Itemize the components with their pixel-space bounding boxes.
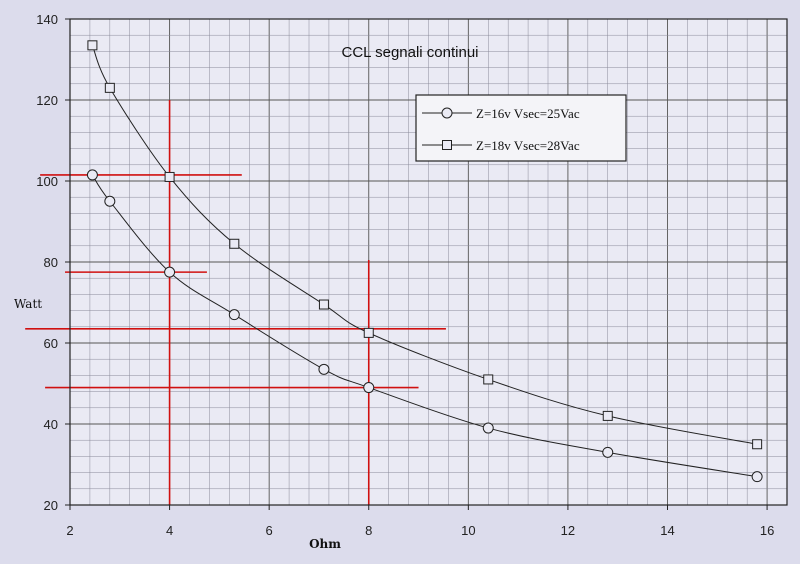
legend-marker [442,140,452,150]
data-point [228,309,240,321]
legend-item: Z=16v Vsec=25Vac [422,106,580,121]
data-point [363,382,375,394]
data-point [229,238,240,249]
data-point [86,169,98,181]
x-tick-label: 2 [66,523,73,538]
data-point [363,327,374,338]
data-point [752,439,763,450]
legend-label: Z=18v Vsec=28Vac [476,138,580,153]
data-point [602,410,613,421]
y-tick-label: 20 [44,498,58,513]
x-tick-label: 14 [660,523,674,538]
data-point [104,82,115,93]
data-point [318,363,330,375]
x-axis-label: Ohm [309,537,341,551]
x-tick-label: 16 [760,523,774,538]
series-1 [86,169,763,483]
data-point [318,299,329,310]
data-point [164,171,175,182]
legend: Z=16v Vsec=25Vac Z=18v Vsec=28Vac [415,94,627,162]
series-2 [87,40,763,450]
x-tick-label: 6 [266,523,273,538]
y-tick-label: 60 [44,336,58,351]
legend-label: Z=16v Vsec=25Vac [476,106,580,121]
chart-title: CCL segnali continui [341,44,478,61]
data-point [483,374,494,385]
data-point [104,195,116,207]
y-axis-label: Watt [14,297,42,311]
axis-ticks: 2 4 6 8 10 12 14 16 20 40 60 80 100 120 140 [36,12,774,538]
series-line [91,174,758,478]
x-tick-label: 12 [561,523,575,538]
data-point [602,446,614,458]
y-tick-label: 140 [36,12,58,27]
series-group [86,40,763,483]
data-point [482,422,494,434]
data-point [164,266,176,278]
y-tick-label: 80 [44,255,58,270]
x-tick-label: 10 [461,523,475,538]
y-tick-label: 40 [44,417,58,432]
series-line [91,45,758,445]
data-point [751,471,763,483]
x-tick-label: 8 [365,523,372,538]
data-point [87,40,98,51]
legend-marker [441,107,453,119]
y-tick-label: 100 [36,174,58,189]
x-tick-label: 4 [166,523,173,538]
legend-item: Z=18v Vsec=28Vac [422,138,580,153]
legend-items: Z=16v Vsec=25Vac Z=18v Vsec=28Vac [422,106,580,153]
y-tick-label: 120 [36,93,58,108]
red-annotation-lines [25,100,446,505]
